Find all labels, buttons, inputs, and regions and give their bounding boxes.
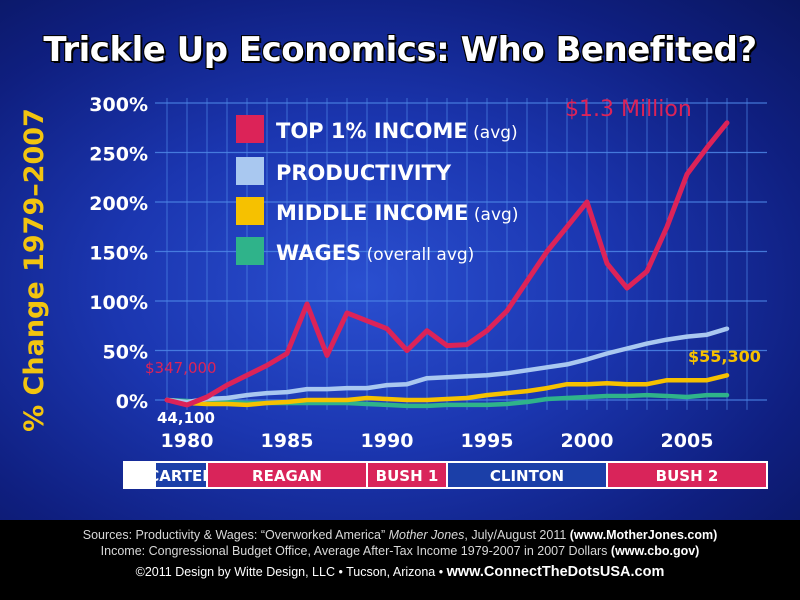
president-segment-bush-1	[368, 463, 446, 487]
sources-line: Sources: Productivity & Wages: “Overwork…	[0, 528, 800, 542]
sources-date: , July/August 2011	[464, 528, 570, 542]
annotation-top-value: $1.3 Million	[565, 97, 692, 122]
sources-prefix: Sources: Productivity & Wages: “Overwork…	[82, 528, 389, 542]
legend-suffix-wages: (overall avg)	[361, 245, 474, 265]
y-axis-ticks: 0% 50% 100% 150% 200% 250% 300%	[89, 94, 148, 413]
x-tick-label-1990: 1990	[361, 430, 414, 452]
president-label-bush-1: BUSH 1	[376, 467, 439, 485]
website-link[interactable]: www.ConnectTheDotsUSA.com	[446, 564, 665, 580]
legend-label-middle: MIDDLE INCOME (avg)	[276, 201, 518, 225]
legend-suffix-top1: (avg)	[468, 123, 518, 143]
president-label-clinton: CLINTON	[490, 467, 564, 485]
footer: Sources: Productivity & Wages: “Overwork…	[0, 520, 800, 600]
legend-swatch-middle	[236, 197, 264, 225]
legend-label-wages: WAGES (overall avg)	[276, 241, 474, 265]
legend-swatch-top1	[236, 115, 264, 143]
president-segment-reagan	[208, 463, 366, 487]
president-segment-bush-2	[608, 463, 766, 487]
president-label-carter: CARTER	[148, 467, 214, 485]
president-label-reagan: REAGAN	[252, 467, 322, 485]
president-segment-carter	[156, 463, 206, 487]
mother-jones-link[interactable]: (www.MotherJones.com)	[569, 528, 718, 542]
credit-line: ©2011 Design by Witte Design, LLC • Tucs…	[0, 564, 800, 580]
legend-label-productivity: PRODUCTIVITY	[276, 161, 452, 185]
annotation-middle-start: 44,100	[157, 409, 215, 427]
chart-title: Trickle Up Economics: Who Benefited?	[43, 30, 757, 70]
y-tick-label-300: 300%	[89, 94, 148, 116]
legend-label-top1: TOP 1% INCOME (avg)	[276, 119, 518, 143]
annotation-top-start: $347,000	[145, 359, 217, 377]
sources-publication: Mother Jones	[388, 528, 465, 542]
legend-swatch-productivity	[236, 157, 264, 185]
y-tick-label-0: 0%	[116, 391, 148, 413]
y-tick-label-200: 200%	[89, 193, 148, 215]
legend-swatch-wages	[236, 237, 264, 265]
legend: TOP 1% INCOME (avg) PRODUCTIVITY MIDDLE IN…	[236, 115, 518, 265]
legend-suffix-middle: (avg)	[469, 205, 519, 225]
cbo-link[interactable]: (www.cbo.gov)	[610, 544, 700, 558]
x-tick-label-1995: 1995	[461, 430, 514, 452]
income-source-text: Income: Congressional Budget Office, Ave…	[100, 544, 611, 558]
president-label-bush-2: BUSH 2	[656, 467, 719, 485]
x-axis-ticks: 1980 1985 1990 1995 2000 2005	[161, 430, 714, 452]
y-tick-label-50: 50%	[103, 342, 148, 364]
credit-text: ©2011 Design by Witte Design, LLC • Tucs…	[135, 565, 447, 579]
y-tick-label-100: 100%	[89, 292, 148, 314]
x-tick-label-2000: 2000	[561, 430, 614, 452]
x-tick-label-1985: 1985	[261, 430, 314, 452]
annotations: $1.3 Million $347,000 44,100 $55,300	[145, 97, 761, 427]
president-segment-clinton	[448, 463, 606, 487]
y-tick-label-250: 250%	[89, 144, 148, 166]
series-lines	[164, 120, 730, 409]
annotation-middle-end: $55,300	[688, 347, 761, 366]
income-source-line: Income: Congressional Budget Office, Ave…	[0, 544, 800, 558]
y-tick-label-150: 150%	[89, 243, 148, 265]
president-timeline: CARTER REAGAN BUSH 1 CLINTON BUSH 2	[123, 461, 768, 489]
x-tick-label-2005: 2005	[661, 430, 714, 452]
line-chart: 0%50%100%150%200%250%300% 1980 1985 1990 19…	[89, 94, 768, 489]
x-tick-label-1980: 1980	[161, 430, 214, 452]
